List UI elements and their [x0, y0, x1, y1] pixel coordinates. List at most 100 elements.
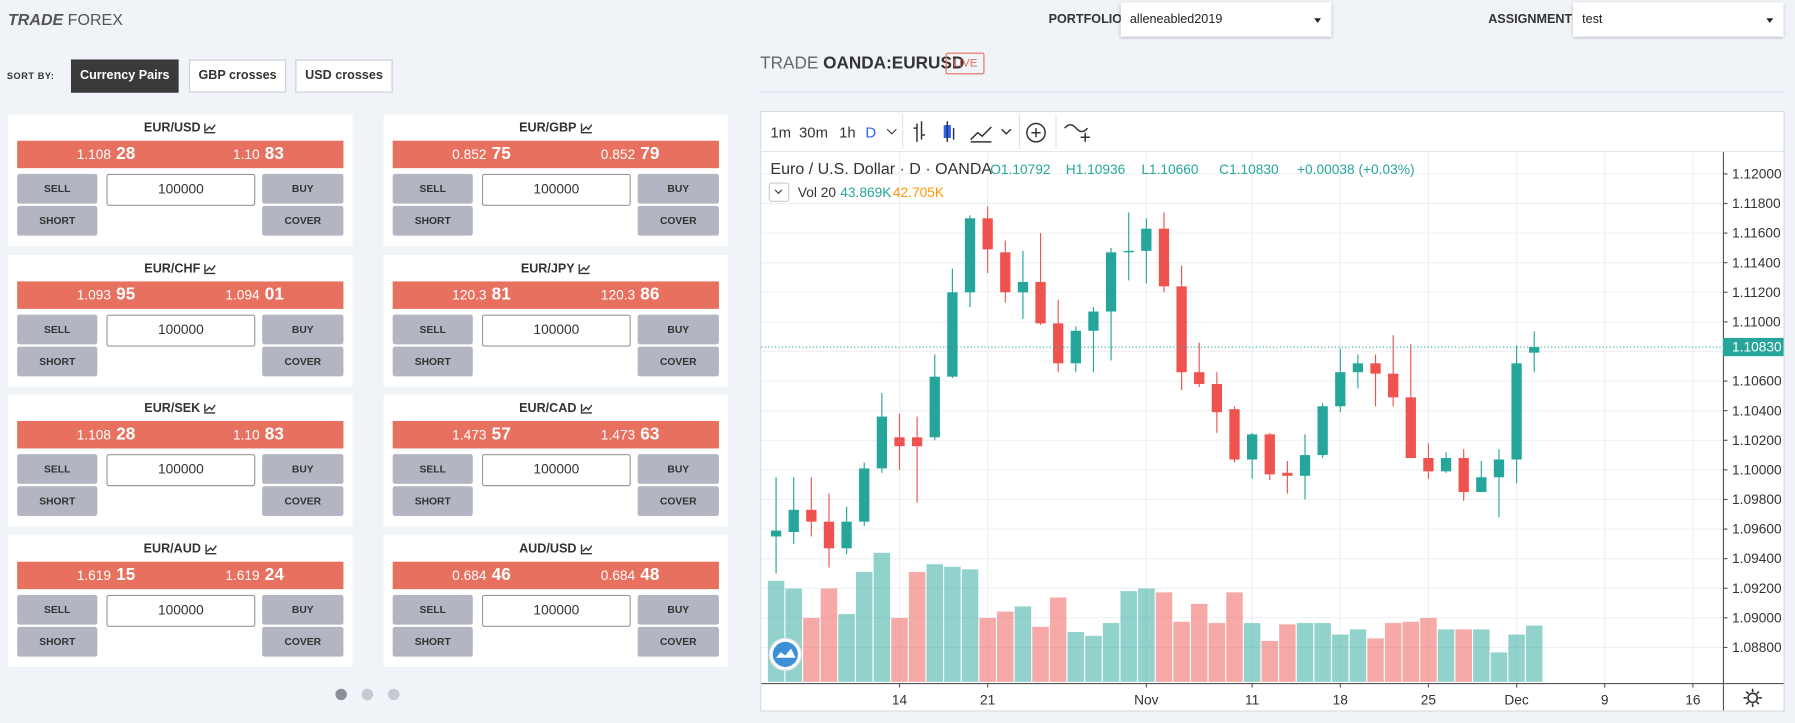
live-badge: LIVE [945, 52, 985, 75]
amount-input[interactable]: 100000 [481, 594, 631, 627]
bid-price[interactable]: 1.619 15 [77, 561, 136, 588]
assignment-select[interactable]: test [1572, 2, 1784, 37]
price-bar: 1.473 57 1.473 63 [392, 420, 719, 449]
x-tick-label: Nov [1134, 693, 1159, 708]
logo-glyph [776, 648, 796, 658]
sell-button[interactable]: SELL [17, 594, 98, 625]
ask-price[interactable]: 1.10 83 [233, 421, 284, 448]
sort-button[interactable]: GBP crosses [188, 59, 287, 93]
amount-input[interactable]: 100000 [106, 314, 256, 347]
interval-button[interactable]: D [865, 125, 876, 141]
buy-button[interactable]: BUY [262, 594, 344, 625]
pair-label: EUR/USD [143, 121, 201, 135]
bid-price[interactable]: 1.108 28 [77, 141, 136, 168]
chart-icon-glyph [578, 263, 591, 274]
sell-button[interactable]: SELL [17, 314, 98, 344]
chart-icon[interactable] [204, 263, 217, 274]
amount-input[interactable]: 100000 [481, 314, 631, 347]
cover-button[interactable]: COVER [637, 626, 719, 657]
sell-button[interactable]: SELL [392, 173, 473, 204]
ask-price[interactable]: 1.10 83 [233, 141, 284, 168]
cover-button[interactable]: COVER [637, 486, 719, 516]
candle-body [1070, 330, 1081, 364]
price-bar: 1.108 28 1.10 83 [17, 420, 344, 449]
candle-body [841, 521, 852, 549]
ask-price[interactable]: 0.852 79 [601, 141, 660, 168]
chart-icon[interactable] [578, 263, 591, 274]
buy-button[interactable]: BUY [637, 594, 719, 625]
interval-chevron[interactable] [886, 128, 897, 135]
amount-input[interactable]: 100000 [481, 173, 631, 206]
amount-input[interactable]: 100000 [481, 454, 631, 487]
sell-button[interactable]: SELL [17, 173, 98, 204]
amount-input[interactable]: 100000 [106, 594, 256, 627]
ask-price[interactable]: 120.3 86 [601, 281, 660, 308]
short-button[interactable]: SHORT [17, 626, 98, 657]
page-dot[interactable] [361, 688, 374, 701]
short-button[interactable]: SHORT [17, 205, 98, 236]
sell-button[interactable]: SELL [392, 454, 473, 484]
candle-body [911, 437, 923, 447]
page-dot[interactable] [388, 688, 400, 701]
cover-button[interactable]: COVER [262, 486, 344, 516]
bid-price-small: 120.3 [452, 286, 487, 303]
short-button[interactable]: SHORT [392, 486, 473, 516]
chart-icon[interactable] [204, 122, 217, 134]
portfolio-select[interactable]: alleneabled2019 [1120, 2, 1332, 37]
volume-bar [1190, 603, 1208, 682]
y-tick-label: 1.09200 [1732, 581, 1782, 596]
ask-price[interactable]: 1.619 24 [225, 561, 284, 588]
logo-mark [772, 641, 798, 667]
amount-input[interactable]: 100000 [106, 173, 256, 206]
bid-price[interactable]: 0.852 75 [452, 141, 511, 168]
bid-price[interactable]: 120.3 81 [452, 281, 511, 308]
cover-button[interactable]: COVER [637, 205, 719, 236]
ask-price-big: 86 [640, 284, 660, 304]
chart-icon[interactable] [580, 122, 593, 134]
interval-button[interactable]: 1m [770, 125, 791, 141]
chart-icon-glyph [204, 263, 216, 274]
ask-price[interactable]: 0.684 48 [601, 561, 660, 588]
buy-button[interactable]: BUY [637, 173, 719, 204]
short-button[interactable]: SHORT [392, 346, 473, 376]
bid-price[interactable]: 1.473 57 [452, 421, 511, 448]
short-button[interactable]: SHORT [392, 626, 473, 657]
buy-button[interactable]: BUY [637, 314, 719, 344]
y-tick-label: 1.10200 [1732, 433, 1782, 448]
cover-button[interactable]: COVER [262, 205, 344, 236]
chart-icon[interactable] [580, 543, 593, 554]
chart-icon[interactable] [204, 403, 217, 414]
toolbar-icons[interactable] [913, 121, 1090, 143]
sell-button[interactable]: SELL [17, 454, 98, 484]
page-dot[interactable] [335, 688, 347, 701]
sell-button[interactable]: SELL [392, 594, 473, 625]
pair-row: EUR/CAD [383, 402, 728, 415]
y-tick-label: 1.12000 [1732, 166, 1782, 181]
interval-button[interactable]: 30m [799, 125, 828, 141]
amount-input[interactable]: 100000 [106, 454, 256, 487]
sort-button[interactable]: USD crosses [295, 59, 393, 93]
buy-button[interactable]: BUY [262, 173, 344, 204]
buy-button[interactable]: BUY [637, 454, 719, 484]
sell-button[interactable]: SELL [392, 314, 473, 344]
short-button[interactable]: SHORT [17, 346, 98, 376]
buy-button[interactable]: BUY [262, 454, 344, 484]
chart-icon[interactable] [204, 543, 217, 554]
cover-button[interactable]: COVER [637, 346, 719, 376]
bid-price[interactable]: 0.684 46 [452, 561, 511, 588]
chart-icon[interactable] [580, 403, 593, 414]
sort-button[interactable]: Currency Pairs [70, 59, 179, 93]
cover-button[interactable]: COVER [262, 626, 344, 657]
bid-price[interactable]: 1.093 95 [77, 281, 136, 308]
divider [760, 91, 1784, 93]
settings-icon[interactable] [1743, 688, 1762, 707]
ask-price[interactable]: 1.094 01 [225, 281, 284, 308]
interval-button[interactable]: 1h [839, 125, 856, 141]
buy-button[interactable]: BUY [262, 314, 344, 344]
bid-price[interactable]: 1.108 28 [77, 421, 136, 448]
short-button[interactable]: SHORT [392, 205, 473, 236]
cover-button[interactable]: COVER [262, 346, 344, 376]
short-button[interactable]: SHORT [17, 486, 98, 516]
pair-row: EUR/GBP [383, 121, 728, 135]
ask-price[interactable]: 1.473 63 [601, 421, 660, 448]
